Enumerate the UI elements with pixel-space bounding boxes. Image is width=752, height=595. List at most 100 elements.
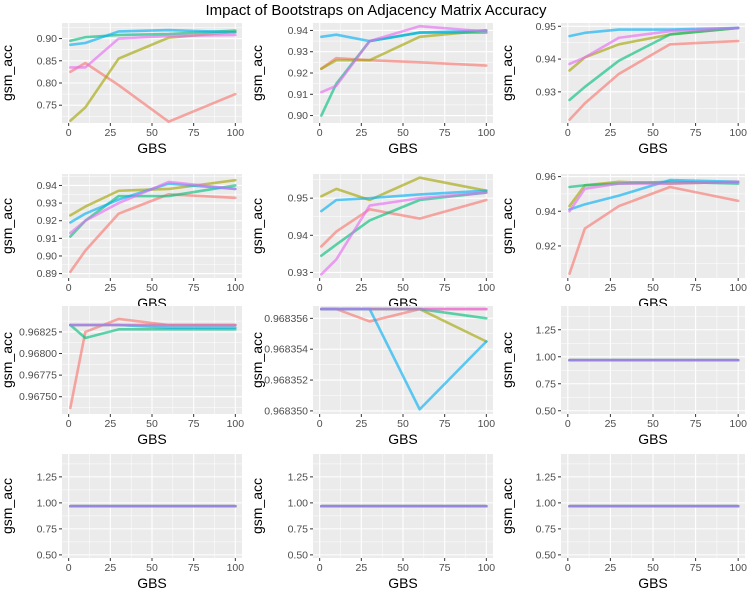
y-tick-label: 0.92 xyxy=(37,215,58,227)
x-tick-label: 50 xyxy=(647,127,659,139)
panel-1: 0 25 50 75 100 0.75 0.80 0.85 0.90 GBS gsm_acc xyxy=(0,23,244,156)
y-axis-label: gsm_acc xyxy=(499,332,515,388)
y-tick-label: 0.75 xyxy=(288,523,309,535)
x-tick-label: 100 xyxy=(227,418,245,430)
x-tick-label: 100 xyxy=(478,418,496,430)
x-tick-label: 0 xyxy=(66,418,72,430)
x-tick-label: 75 xyxy=(690,127,702,139)
y-tick-label: 0.96750 xyxy=(19,391,57,403)
y-tick-label: 0.90 xyxy=(288,110,309,122)
y-tick-label: 0.96 xyxy=(536,171,557,183)
x-tick-label: 25 xyxy=(104,127,116,139)
x-tick-label: 50 xyxy=(146,282,158,294)
x-tick-label: 25 xyxy=(605,127,617,139)
y-axis-label: gsm_acc xyxy=(0,198,15,254)
x-tick-label: 100 xyxy=(227,562,245,574)
y-tick-label: 0.968354 xyxy=(264,344,308,356)
series-line xyxy=(568,26,740,102)
x-axis-label: GBS xyxy=(137,575,167,591)
series-line xyxy=(320,191,488,276)
x-tick-label: 0 xyxy=(565,282,571,294)
y-axis-label: gsm_acc xyxy=(0,478,15,534)
y-tick-label: 1.00 xyxy=(536,497,557,509)
x-tick-label: 75 xyxy=(690,418,702,430)
y-tick-label: 0.50 xyxy=(536,405,557,417)
series-line xyxy=(320,198,488,248)
series-line xyxy=(69,323,237,340)
x-tick-label: 25 xyxy=(355,282,367,294)
panel-9: 0 25 50 75 100 0.50 0.75 1.00 1.25 GBS gsm_acc xyxy=(499,306,747,447)
x-tick-label: 100 xyxy=(478,562,496,574)
y-tick-label: 0.94 xyxy=(37,180,58,192)
y-tick-label: 0.96775 xyxy=(19,370,57,382)
x-tick-label: 50 xyxy=(397,562,409,574)
y-tick-label: 0.91 xyxy=(288,89,309,101)
y-axis-label: gsm_acc xyxy=(249,45,265,101)
panel-3: 0 25 50 75 100 0.93 0.94 0.95 GBS gsm_acc xyxy=(499,21,747,156)
page-title: Impact of Bootstraps on Adjacency Matrix… xyxy=(205,2,547,19)
x-tick-label: 75 xyxy=(439,562,451,574)
x-tick-label: 50 xyxy=(397,127,409,139)
y-axis-label: gsm_acc xyxy=(499,478,515,534)
series-line xyxy=(320,189,488,213)
y-axis-label: gsm_acc xyxy=(0,332,15,388)
x-tick-label: 75 xyxy=(439,418,451,430)
x-tick-label: 50 xyxy=(397,418,409,430)
y-tick-label: 0.94 xyxy=(288,25,309,37)
y-axis-label: gsm_acc xyxy=(249,198,265,254)
y-tick-label: 0.92 xyxy=(536,240,557,252)
x-tick-label: 100 xyxy=(729,282,747,294)
y-tick-label: 1.25 xyxy=(37,471,58,483)
x-tick-label: 100 xyxy=(227,282,245,294)
x-tick-label: 75 xyxy=(690,562,702,574)
y-tick-label: 0.968352 xyxy=(264,375,308,387)
y-tick-label: 0.968350 xyxy=(264,405,308,417)
x-tick-label: 75 xyxy=(690,282,702,294)
series-line xyxy=(69,28,237,47)
x-tick-label: 0 xyxy=(66,282,72,294)
x-axis-label: GBS xyxy=(638,431,668,447)
series-line xyxy=(69,180,237,235)
x-tick-label: 25 xyxy=(355,418,367,430)
y-tick-label: 0.96825 xyxy=(19,326,57,338)
x-tick-label: 50 xyxy=(647,282,659,294)
x-tick-label: 0 xyxy=(66,127,72,139)
x-axis-label: GBS xyxy=(638,575,668,591)
y-tick-label: 0.91 xyxy=(37,233,58,245)
y-tick-label: 0.95 xyxy=(288,193,309,205)
y-tick-label: 1.00 xyxy=(37,497,58,509)
x-tick-label: 0 xyxy=(317,562,323,574)
x-tick-label: 100 xyxy=(729,418,747,430)
y-tick-label: 0.89 xyxy=(37,268,58,280)
x-tick-label: 100 xyxy=(227,127,245,139)
y-tick-label: 0.75 xyxy=(536,523,557,535)
y-tick-label: 0.93 xyxy=(37,198,58,210)
y-tick-label: 0.94 xyxy=(536,54,557,66)
y-tick-label: 0.95 xyxy=(536,21,557,33)
series-line xyxy=(69,192,237,274)
y-tick-label: 0.92 xyxy=(288,68,309,80)
x-tick-label: 50 xyxy=(647,418,659,430)
panel-10: 0 25 50 75 100 0.50 0.75 1.00 1.25 GBS gsm_acc xyxy=(0,454,244,591)
y-tick-label: 1.00 xyxy=(288,497,309,509)
y-tick-label: 1.25 xyxy=(288,471,309,483)
x-axis-label: GBS xyxy=(388,575,418,591)
x-tick-label: 75 xyxy=(188,562,200,574)
series-line xyxy=(69,33,237,69)
x-tick-label: 25 xyxy=(104,282,116,294)
y-tick-label: 0.50 xyxy=(536,549,557,561)
panel-8: 0 25 50 75 100 0.968350 0.968352 0.968354 0.9683… xyxy=(249,306,495,447)
x-tick-label: 0 xyxy=(317,127,323,139)
panel-7: 0 25 50 75 100 0.96750 0.96775 0.96800 0.96825 GB… xyxy=(0,306,244,447)
x-tick-label: 0 xyxy=(565,562,571,574)
x-tick-label: 0 xyxy=(66,562,72,574)
series-line xyxy=(568,39,740,122)
x-axis-label: GBS xyxy=(137,431,167,447)
series-line xyxy=(69,29,237,43)
series-line xyxy=(69,61,237,123)
x-tick-label: 25 xyxy=(605,562,617,574)
x-tick-label: 25 xyxy=(355,562,367,574)
x-tick-label: 50 xyxy=(146,127,158,139)
